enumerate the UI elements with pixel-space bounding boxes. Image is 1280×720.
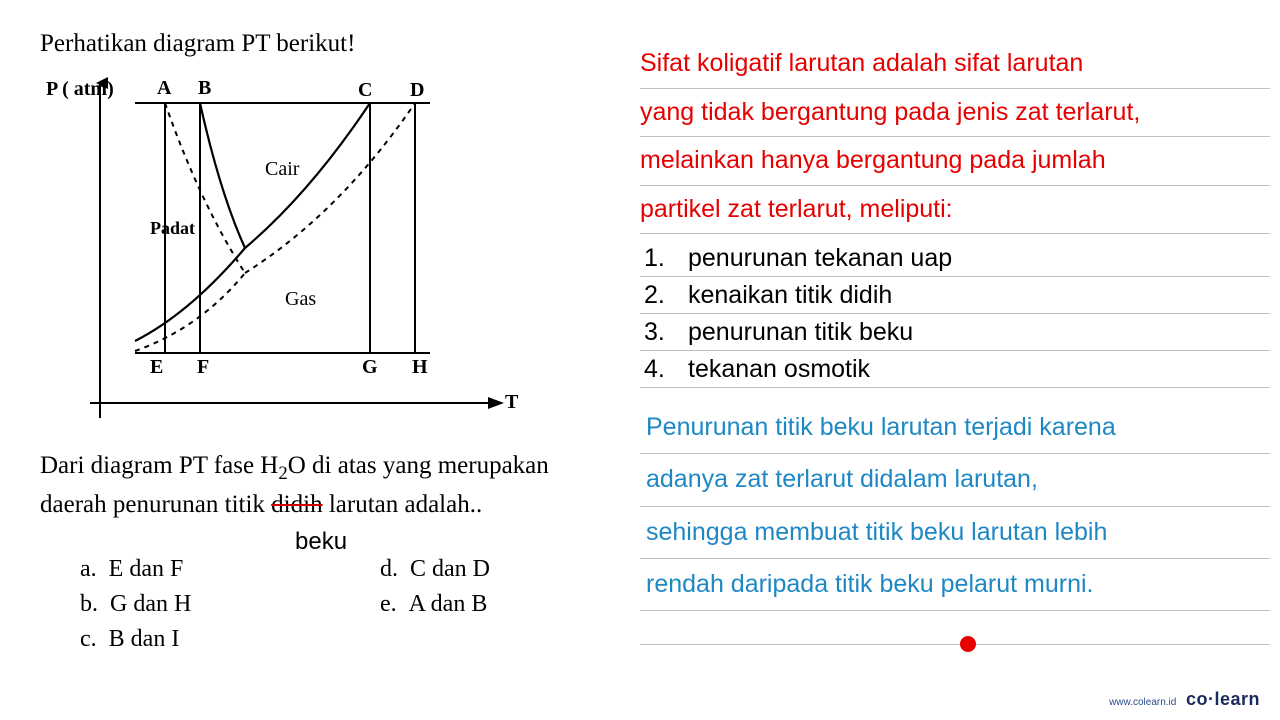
label-B: B bbox=[198, 77, 211, 100]
explanation-block: Penurunan titik beku larutan terjadi kar… bbox=[640, 402, 1270, 645]
option-a[interactable]: a. E dan F bbox=[40, 552, 370, 587]
options-block: a. E dan F d. C dan D b. G dan H e. A da… bbox=[40, 552, 620, 656]
list-item: 2. kenaikan titik didih bbox=[640, 277, 1270, 314]
struck-word: didih bbox=[271, 491, 322, 518]
instruction-text: Perhatikan diagram PT berikut! bbox=[40, 30, 620, 58]
label-A: A bbox=[157, 77, 171, 100]
numbered-list: 1. penurunan tekanan uap 2. kenaikan tit… bbox=[640, 240, 1270, 388]
label-F: F bbox=[197, 356, 209, 379]
region-cair: Cair bbox=[265, 158, 299, 181]
label-D: D bbox=[410, 79, 424, 102]
footer-brand: www.colearn.id co·learn bbox=[1109, 689, 1260, 710]
option-b[interactable]: b. G dan H bbox=[40, 587, 370, 622]
x-axis-label: T bbox=[505, 391, 518, 414]
pt-diagram: P ( atm) T A B C D E F G H Padat Cair Ga… bbox=[50, 73, 520, 433]
region-gas: Gas bbox=[285, 288, 316, 311]
question-text: Dari diagram PT fase H2O di atas yang me… bbox=[40, 448, 620, 522]
list-item: 1. penurunan tekanan uap bbox=[640, 240, 1270, 277]
list-item: 4. tekanan osmotik bbox=[640, 351, 1270, 388]
region-padat: Padat bbox=[150, 218, 195, 239]
pointer-dot bbox=[960, 636, 976, 652]
option-c[interactable]: c. B dan I bbox=[40, 622, 370, 657]
y-axis-label: P ( atm) bbox=[46, 78, 114, 101]
label-G: G bbox=[362, 356, 378, 379]
definition-block: Sifat koligatif larutan adalah sifat lar… bbox=[640, 40, 1270, 234]
label-C: C bbox=[358, 79, 372, 102]
option-d[interactable]: d. C dan D bbox=[370, 552, 590, 587]
option-e[interactable]: e. A dan B bbox=[370, 587, 590, 622]
label-H: H bbox=[412, 356, 428, 379]
label-E: E bbox=[150, 356, 163, 379]
list-item: 3. penurunan titik beku bbox=[640, 314, 1270, 351]
